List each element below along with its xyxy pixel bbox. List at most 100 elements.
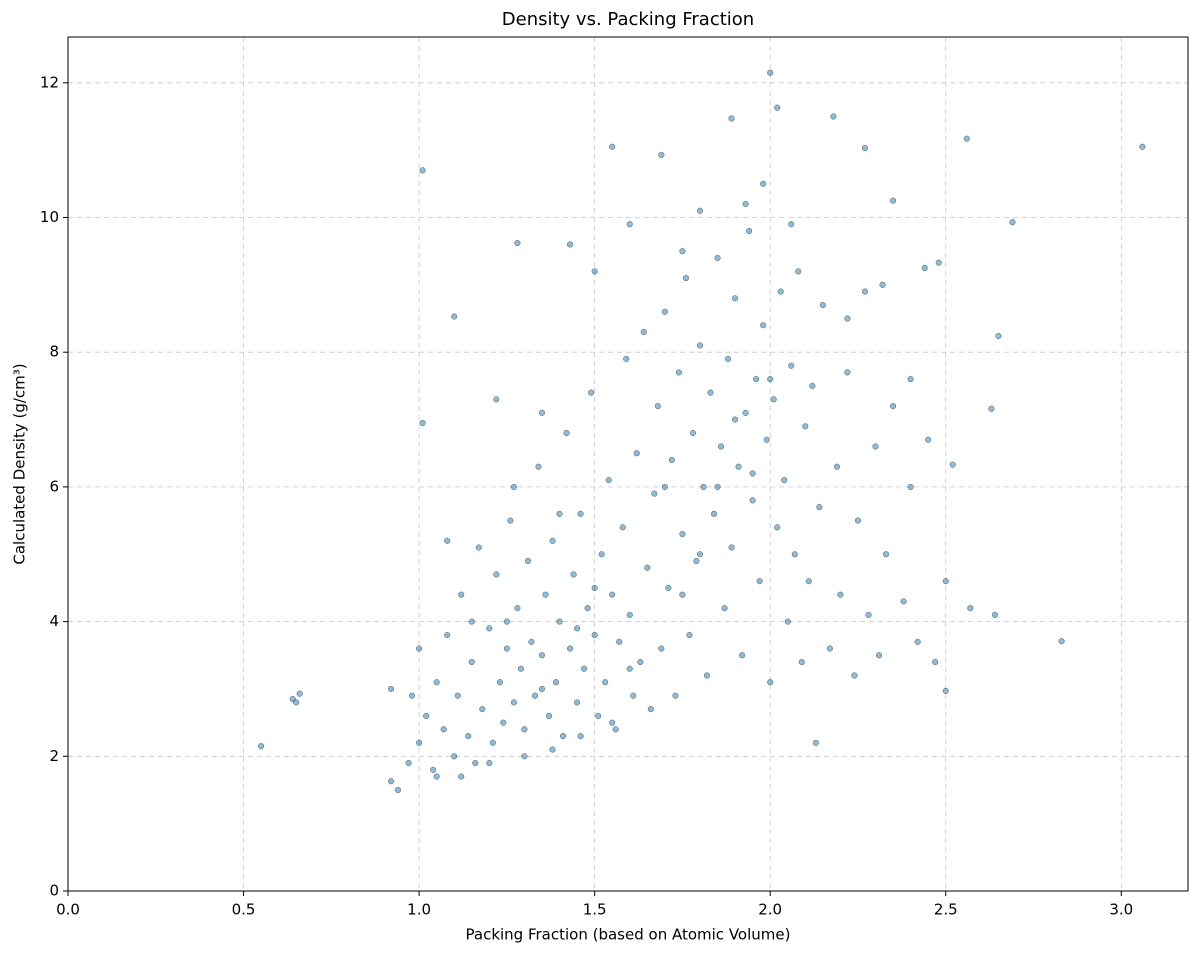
point — [602, 679, 609, 686]
point — [689, 429, 697, 437]
point — [721, 605, 728, 612]
point — [988, 405, 995, 412]
point — [479, 706, 486, 713]
points-layer — [258, 69, 1146, 794]
point — [440, 726, 447, 733]
point — [458, 591, 465, 598]
point — [591, 268, 598, 275]
point — [423, 712, 430, 719]
point — [394, 786, 402, 794]
point — [875, 652, 883, 659]
grid-layer — [67, 37, 1188, 892]
point — [717, 443, 725, 450]
point — [774, 524, 781, 531]
point — [883, 551, 890, 558]
point — [732, 295, 739, 302]
point — [517, 665, 524, 672]
point — [991, 611, 998, 618]
point — [770, 396, 777, 403]
point — [830, 113, 837, 120]
chart-title: Density vs. Packing Fraction — [502, 9, 754, 30]
point — [609, 591, 616, 598]
point — [809, 382, 816, 389]
point — [416, 645, 423, 652]
point — [749, 470, 756, 477]
point — [430, 766, 437, 773]
point — [581, 665, 588, 672]
point — [686, 632, 693, 639]
point — [416, 739, 423, 746]
point — [623, 355, 630, 362]
point — [633, 450, 640, 457]
point — [595, 712, 602, 719]
point — [433, 679, 440, 686]
point — [739, 652, 746, 659]
point — [493, 571, 500, 578]
point — [567, 645, 574, 652]
point — [609, 719, 616, 726]
point — [626, 665, 633, 672]
point — [661, 308, 668, 315]
point — [767, 376, 774, 383]
point — [654, 403, 661, 410]
point — [598, 551, 605, 558]
point — [468, 658, 475, 666]
point — [619, 524, 626, 531]
point — [542, 591, 549, 598]
x-tick-label: 0.5 — [232, 901, 256, 919]
point — [545, 712, 553, 719]
point — [679, 591, 686, 598]
point — [387, 685, 395, 692]
point — [861, 145, 869, 152]
point — [703, 672, 711, 679]
y-tick-label: 0 — [49, 882, 59, 900]
point — [472, 759, 479, 767]
point — [995, 332, 1002, 340]
point — [696, 342, 704, 349]
point — [612, 726, 619, 733]
point — [588, 389, 595, 396]
point — [507, 517, 514, 524]
point — [675, 369, 682, 376]
y-axis-label: Calculated Density (g/cm³) — [11, 363, 29, 564]
point — [419, 419, 426, 426]
point — [521, 753, 528, 760]
point — [658, 151, 665, 158]
point — [637, 658, 644, 666]
point — [584, 605, 591, 612]
point — [528, 638, 535, 645]
point — [514, 240, 521, 247]
point — [696, 207, 704, 214]
y-tick-label: 12 — [40, 73, 59, 91]
point — [661, 483, 668, 490]
point — [644, 564, 651, 571]
point — [510, 483, 517, 490]
point — [682, 275, 689, 282]
point — [444, 632, 451, 639]
point — [742, 409, 749, 416]
point — [707, 389, 714, 396]
point — [556, 618, 563, 625]
point — [728, 115, 735, 122]
point — [556, 510, 563, 517]
point — [925, 436, 932, 443]
point — [763, 436, 770, 443]
point — [454, 692, 461, 699]
point — [851, 672, 858, 679]
point — [696, 551, 704, 558]
point — [591, 584, 598, 591]
point — [486, 625, 493, 632]
point — [826, 645, 833, 652]
point — [1139, 143, 1146, 150]
point — [861, 288, 869, 295]
point — [879, 281, 886, 288]
point — [844, 315, 851, 322]
point — [570, 571, 577, 578]
point — [521, 726, 528, 733]
point — [616, 638, 623, 645]
point — [837, 591, 844, 598]
point — [788, 221, 795, 228]
point — [567, 241, 574, 248]
point — [942, 687, 949, 695]
point — [798, 658, 805, 666]
